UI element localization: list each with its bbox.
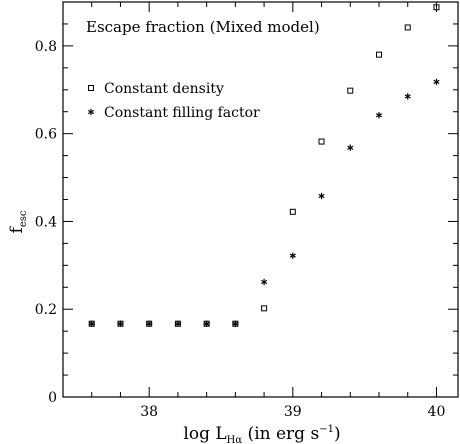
data-point-square bbox=[376, 51, 382, 58]
y-axis-title: fesc bbox=[7, 210, 29, 233]
legend-item: Constant filling factor bbox=[87, 105, 260, 121]
asterisk-stroke bbox=[318, 193, 325, 199]
asterisk-stroke bbox=[88, 321, 95, 326]
asterisk-stroke bbox=[375, 113, 383, 118]
legend: Constant density Constant filling factor bbox=[87, 81, 260, 121]
data-markers bbox=[88, 4, 440, 327]
data-point-asterisk bbox=[232, 320, 239, 327]
data-point-asterisk bbox=[261, 278, 268, 286]
x-axis-title-prefix: log L bbox=[183, 424, 226, 444]
y-axis-title-subscript: esc bbox=[18, 210, 29, 227]
data-point-asterisk bbox=[146, 320, 153, 327]
data-point-square bbox=[261, 305, 268, 312]
legend-label: Constant density bbox=[104, 81, 224, 97]
plot-frame bbox=[62, 1, 459, 398]
x-axis-title: log LHα (in erg s−1) bbox=[183, 424, 340, 444]
data-point-square bbox=[404, 24, 411, 31]
series-constant-density bbox=[88, 4, 440, 327]
legend-marker-square bbox=[88, 85, 94, 91]
y-tick-label: 0 bbox=[48, 390, 57, 406]
x-tick-label: 38 bbox=[140, 404, 158, 420]
data-point-asterisk bbox=[174, 320, 181, 327]
asterisk-stroke bbox=[203, 321, 210, 326]
data-point-asterisk bbox=[433, 78, 440, 86]
x-tick-label: 39 bbox=[284, 404, 302, 420]
x-axis-title-superscript: −1 bbox=[319, 424, 334, 435]
asterisk-stroke bbox=[347, 145, 354, 150]
asterisk-stroke bbox=[433, 79, 440, 84]
tick-labels: 38 39 40 0 0.2 0.4 0.6 0.8 bbox=[35, 39, 446, 420]
y-tick-label: 0.4 bbox=[35, 214, 57, 230]
data-point-square bbox=[289, 208, 296, 215]
legend-item: Constant density bbox=[88, 81, 224, 97]
y-tick-label: 0.6 bbox=[35, 127, 57, 143]
data-point-square bbox=[347, 87, 354, 94]
data-point-asterisk bbox=[117, 320, 124, 327]
tick-marks bbox=[62, 1, 458, 398]
data-point-asterisk bbox=[375, 112, 383, 119]
y-tick-label: 0.2 bbox=[35, 302, 57, 318]
asterisk-stroke bbox=[404, 94, 411, 99]
asterisk-stroke bbox=[117, 321, 124, 326]
data-point-asterisk bbox=[203, 320, 210, 327]
legend-marker-asterisk bbox=[87, 108, 95, 116]
y-axis-title-main: f bbox=[7, 225, 27, 233]
chart-title: Escape fraction (Mixed model) bbox=[86, 18, 320, 36]
asterisk-stroke bbox=[174, 321, 181, 326]
data-point-asterisk bbox=[347, 144, 354, 151]
asterisk-stroke bbox=[232, 321, 239, 326]
legend-label: Constant filling factor bbox=[104, 105, 260, 121]
x-axis-title-subscript: Hα bbox=[227, 435, 243, 444]
data-point-asterisk bbox=[318, 192, 325, 200]
data-point-square bbox=[318, 138, 325, 145]
data-point-square bbox=[433, 4, 440, 11]
data-point-asterisk bbox=[88, 320, 95, 327]
y-tick-label: 0.8 bbox=[35, 39, 57, 55]
series-constant-filling-factor bbox=[88, 78, 440, 327]
data-point-asterisk bbox=[404, 93, 411, 100]
asterisk-stroke bbox=[146, 321, 153, 326]
asterisk-stroke bbox=[289, 253, 296, 258]
asterisk-stroke bbox=[261, 279, 268, 285]
x-tick-label: 40 bbox=[428, 404, 446, 420]
x-axis-title-suffix: (in erg s bbox=[242, 424, 319, 444]
x-axis-title-close: ) bbox=[334, 424, 341, 444]
data-point-asterisk bbox=[289, 252, 296, 259]
asterisk-stroke bbox=[87, 109, 95, 115]
